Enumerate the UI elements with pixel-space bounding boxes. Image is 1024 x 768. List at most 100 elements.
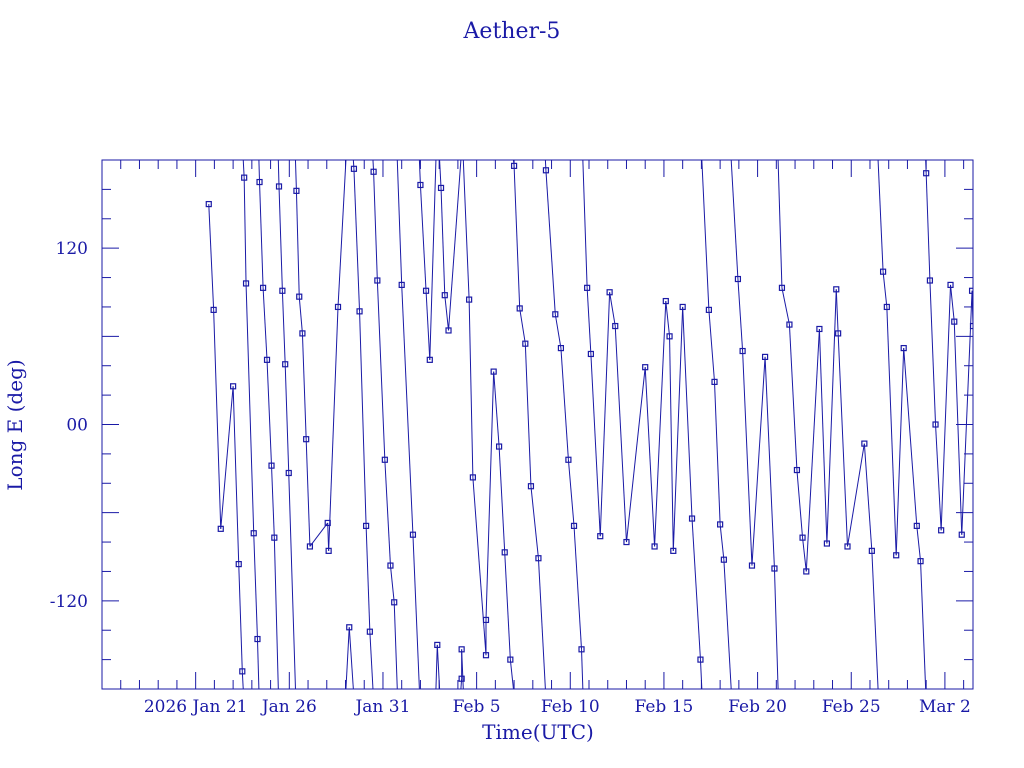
series-line-segment [877, 160, 884, 272]
x-tick-label: Feb 5 [453, 697, 501, 717]
data-point [606, 289, 613, 296]
series-line-segment [253, 533, 258, 640]
data-point [662, 297, 669, 305]
series-line-segment [425, 290, 431, 360]
series-line-segment [863, 443, 873, 551]
series-line-segment [544, 160, 547, 171]
series-line-segment [699, 659, 703, 689]
series-line-segment [359, 311, 367, 526]
series-line-segment [781, 287, 790, 325]
series-line-segment [213, 309, 222, 529]
series-line-segment [903, 348, 918, 526]
x-tick-label: Jan 26 [260, 697, 317, 717]
data-point [426, 356, 433, 363]
series-line-segment [440, 187, 446, 296]
series-line-segment [961, 290, 973, 535]
series-line-segment [818, 328, 828, 544]
series-line-segment [513, 165, 521, 309]
series-line-segment [401, 284, 414, 535]
data-point [387, 562, 394, 569]
data-point [578, 646, 585, 653]
series-line-segment [309, 522, 329, 547]
data-point [535, 555, 542, 562]
series-line-segment [509, 659, 514, 689]
data-point [205, 200, 212, 208]
series-line-segment [524, 343, 532, 487]
series-line-segment [369, 631, 374, 689]
data-point [670, 547, 677, 554]
data-point [557, 344, 565, 352]
series-line-segment [644, 367, 656, 547]
series-line-segment [472, 477, 487, 656]
data-point [398, 281, 405, 289]
data-point [210, 306, 217, 313]
series-line-segment [365, 525, 371, 632]
series-line-segment [281, 290, 286, 365]
series-line-segment [396, 160, 403, 285]
x-axis-ticks [101, 160, 965, 689]
data-point [913, 522, 920, 529]
series-line-segment [277, 160, 280, 187]
data-point [803, 568, 810, 575]
data-point [346, 624, 353, 631]
data-point [584, 284, 591, 291]
data-point [374, 277, 381, 284]
series-line-segment [805, 328, 820, 572]
series-line-segment [498, 446, 506, 553]
data-point [293, 187, 300, 194]
data-point [303, 436, 310, 443]
data-point [230, 383, 237, 390]
data-point [833, 286, 840, 293]
data-point [434, 641, 441, 649]
series-line-segment [764, 356, 775, 569]
data-point [793, 466, 801, 474]
data-point [482, 652, 490, 659]
data-point [217, 525, 224, 532]
series-line-segment [614, 326, 627, 543]
series-line-segment [929, 280, 937, 425]
data-point [466, 296, 473, 303]
data-point [570, 522, 578, 529]
series-line-segment [682, 306, 693, 519]
data-point [370, 168, 377, 175]
data-point [938, 527, 945, 534]
series-line-segment [462, 160, 470, 300]
series-line-segment [590, 353, 601, 537]
data-point [947, 281, 954, 289]
series-line-segment [581, 649, 584, 689]
data-point [597, 533, 604, 540]
data-point [271, 534, 278, 541]
data-point [282, 361, 289, 368]
data-point [445, 327, 452, 334]
data-point [458, 646, 465, 653]
data-point [268, 462, 275, 469]
series-line-segment [950, 284, 955, 322]
series-line-segment [599, 292, 611, 537]
y-tick-label: -120 [50, 592, 88, 612]
data-point [642, 364, 649, 371]
data-point [522, 340, 529, 347]
data-point [969, 322, 973, 330]
series-line-segment [925, 173, 931, 281]
data-point [844, 543, 851, 550]
x-tick-label: Feb 10 [541, 697, 600, 717]
series-line-segment [971, 290, 973, 327]
series-line-segment [953, 321, 963, 535]
data-point [799, 534, 806, 541]
series-line-segment [468, 299, 474, 478]
series-line-segment [742, 351, 753, 566]
data-point [893, 552, 900, 559]
data-point [720, 556, 727, 563]
plot-clip [205, 160, 973, 689]
series-line-segment [871, 550, 879, 689]
series-line-segment [288, 472, 296, 689]
series-line-segment [259, 182, 264, 288]
series-line-segment [284, 364, 290, 474]
series-line-segment [672, 306, 684, 551]
series-line-segment [439, 160, 442, 188]
data-point [816, 325, 823, 333]
data-point [587, 350, 594, 358]
data-point [235, 560, 242, 568]
data-point [923, 170, 930, 177]
